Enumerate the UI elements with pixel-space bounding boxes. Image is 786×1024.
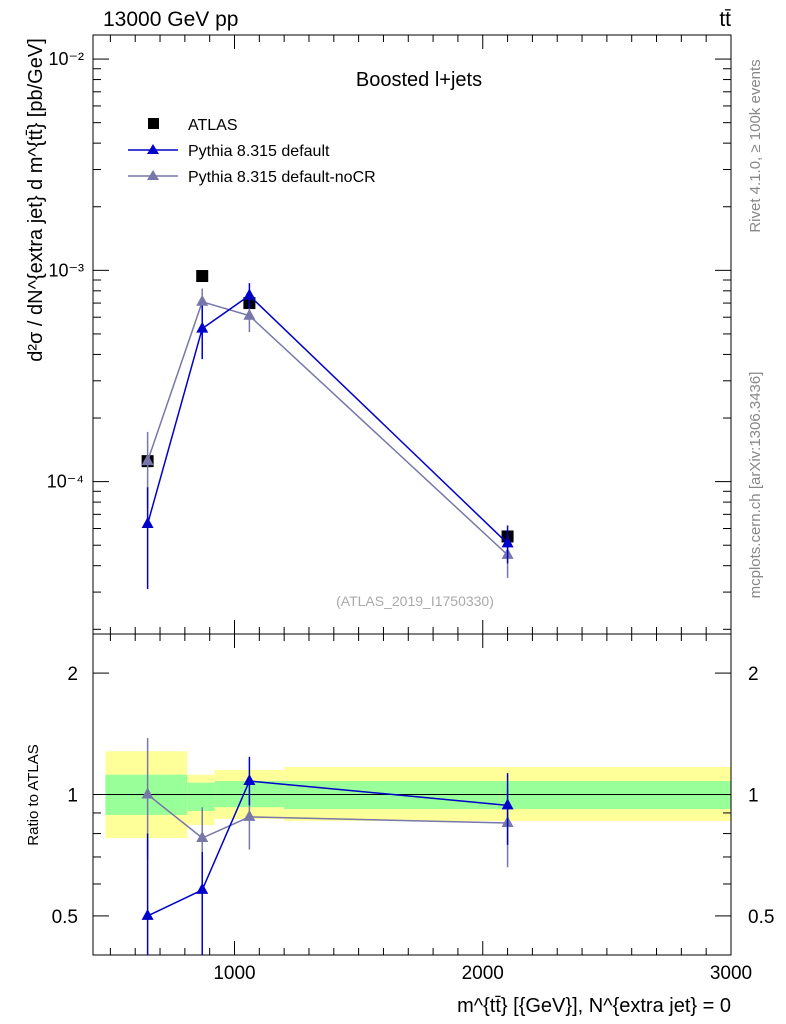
ratio-y-tick-label: 0.5 [52, 907, 78, 928]
legend-nocr-marker [147, 170, 159, 180]
nocr-series-point [196, 294, 209, 306]
x-axis-label: m^{tt̄} [{GeV}], N^{extra jet} = 0 [457, 995, 731, 1017]
nocr-series-line [146, 300, 509, 556]
default-ratio-point [243, 774, 256, 786]
legend-nocr-label: Pythia 8.315 default-noCR [188, 169, 376, 186]
process-label: tt̄ [719, 8, 731, 31]
default-ratio-point [501, 798, 514, 810]
x-tick-label: 3000 [710, 963, 752, 984]
legend: ATLAS Pythia 8.315 default Pythia 8.315 … [128, 117, 376, 186]
main-series-layer [141, 270, 514, 590]
default-ratio-line [147, 780, 508, 917]
main-y-tick-label: 10⁻² [48, 49, 84, 69]
ratio-stat-uncertainty-band [187, 782, 215, 812]
nocr-ratio-line [147, 793, 508, 839]
default-series-line [146, 294, 509, 544]
ratio-y-tick-label-right: 2 [748, 664, 759, 685]
main-y-tick-label: 10⁻³ [48, 260, 84, 280]
default-series-point [243, 288, 256, 300]
analysis-label: (ATLAS_2019_I1750330) [336, 593, 494, 609]
ratio-y-tick-label-right: 0.5 [748, 907, 774, 928]
default-series-point [196, 321, 209, 333]
nocr-ratio-point [141, 787, 154, 799]
ratio-y-tick-label-right: 1 [748, 786, 759, 807]
plot-title: Boosted l+jets [356, 69, 482, 91]
ratio-y-axis-label: Ratio to ATLAS [25, 744, 42, 845]
x-tick-label: 2000 [462, 963, 504, 984]
legend-atlas-marker [148, 118, 159, 129]
legend-default-label: Pythia 8.315 default [188, 143, 330, 160]
default-series-point [501, 536, 514, 548]
x-tick-label: 1000 [213, 963, 255, 984]
nocr-series-point [141, 454, 154, 466]
energy-label: 13000 GeV pp [103, 8, 238, 31]
ratio-y-tick-label: 1 [67, 786, 78, 807]
mcplots-label: mcplots.cern.ch [arXiv:1306.3436] [747, 372, 764, 599]
nocr-ratio-point [243, 809, 256, 821]
nocr-series-point [243, 308, 256, 320]
default-series-point [141, 517, 154, 529]
default-ratio-point [141, 908, 154, 920]
ratio-series-layer [141, 738, 514, 955]
rivet-version-label: Rivet 4.1.0, ≥ 100k events [747, 59, 764, 232]
main-y-axis-label: d²σ / dN^{extra jet} d m^{tt̄} [pb/GeV] [25, 38, 47, 362]
ratio-y-tick-label: 2 [67, 664, 78, 685]
legend-atlas-label: ATLAS [188, 117, 238, 134]
atlas-data-point [196, 270, 209, 283]
axis-ticks [93, 35, 732, 956]
default-ratio-point [196, 882, 209, 894]
nocr-ratio-point [196, 831, 209, 843]
main-y-tick-label: 10⁻⁴ [47, 472, 84, 492]
legend-default-marker [147, 144, 159, 154]
